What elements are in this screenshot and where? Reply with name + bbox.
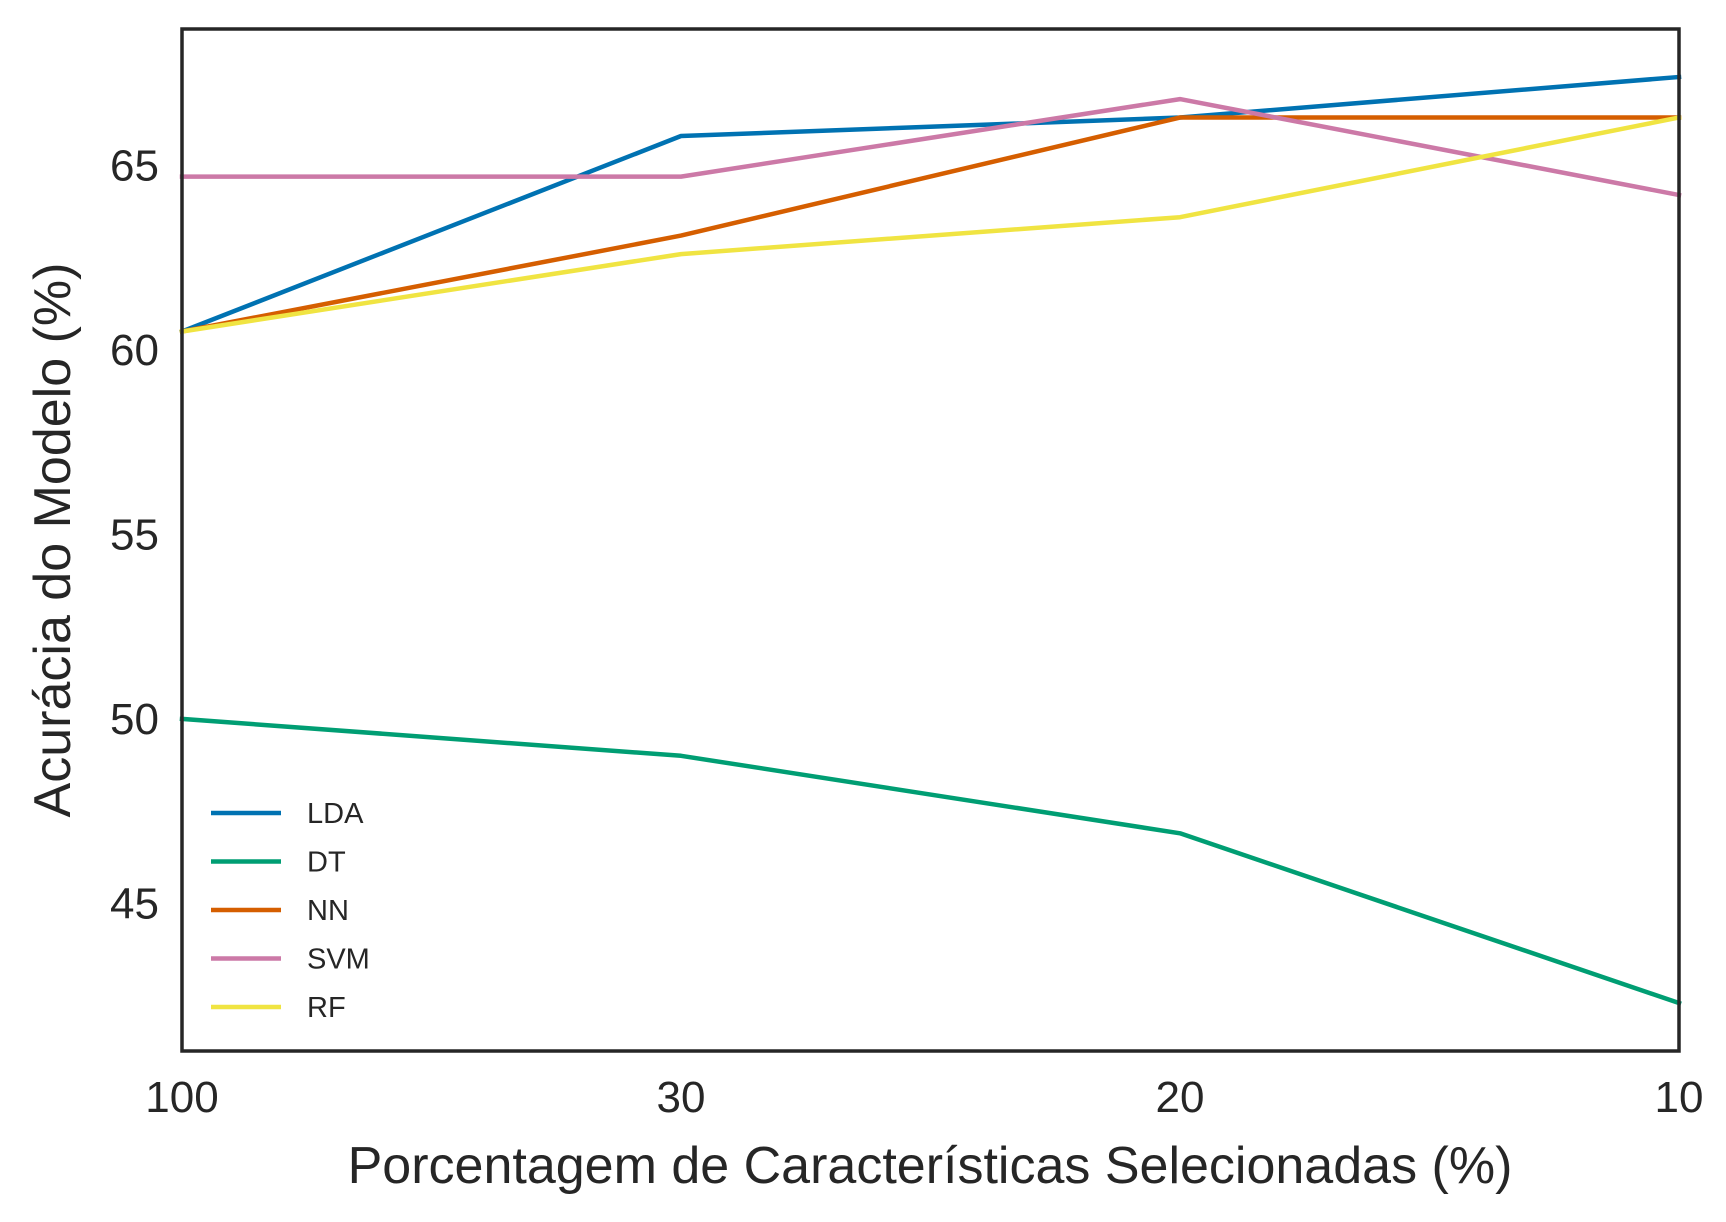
series-line-lda xyxy=(179,74,1682,335)
x-tick-label-20: 20 xyxy=(1156,1073,1205,1122)
y-tick-label-45: 45 xyxy=(110,879,159,928)
legend-label-lda: LDA xyxy=(307,798,364,830)
y-tick-label-50: 50 xyxy=(110,695,159,744)
x-tick-labels: 100 30 20 10 xyxy=(145,1073,1703,1122)
legend-label-nn: NN xyxy=(307,895,349,927)
y-tick-label-65: 65 xyxy=(110,142,159,191)
x-tick-label-30: 30 xyxy=(657,1073,706,1122)
series-line-nn xyxy=(179,115,1682,335)
x-tick-label-100: 100 xyxy=(145,1073,218,1122)
series-line-rf xyxy=(179,114,1682,335)
x-tick-label-10: 10 xyxy=(1655,1073,1704,1122)
legend-label-svm: SVM xyxy=(307,944,370,976)
y-tick-label-55: 55 xyxy=(110,511,159,560)
y-axis-title: Acurácia do Modelo (%) xyxy=(24,263,82,818)
x-axis-title: Porcentagem de Características Seleciona… xyxy=(348,1137,1513,1195)
y-tick-label-60: 60 xyxy=(110,326,159,375)
series-line-dt xyxy=(179,716,1682,1006)
plot-background xyxy=(182,29,1679,1051)
legend: LDA DT NN SVM RF xyxy=(211,798,370,1024)
series-line-svm xyxy=(179,96,1682,198)
series-layer xyxy=(179,74,1682,1006)
y-tick-labels: 45 50 55 60 65 xyxy=(110,142,159,929)
legend-label-dt: DT xyxy=(307,847,346,879)
legend-label-rf: RF xyxy=(307,992,346,1024)
plot-frame xyxy=(180,27,1681,1053)
